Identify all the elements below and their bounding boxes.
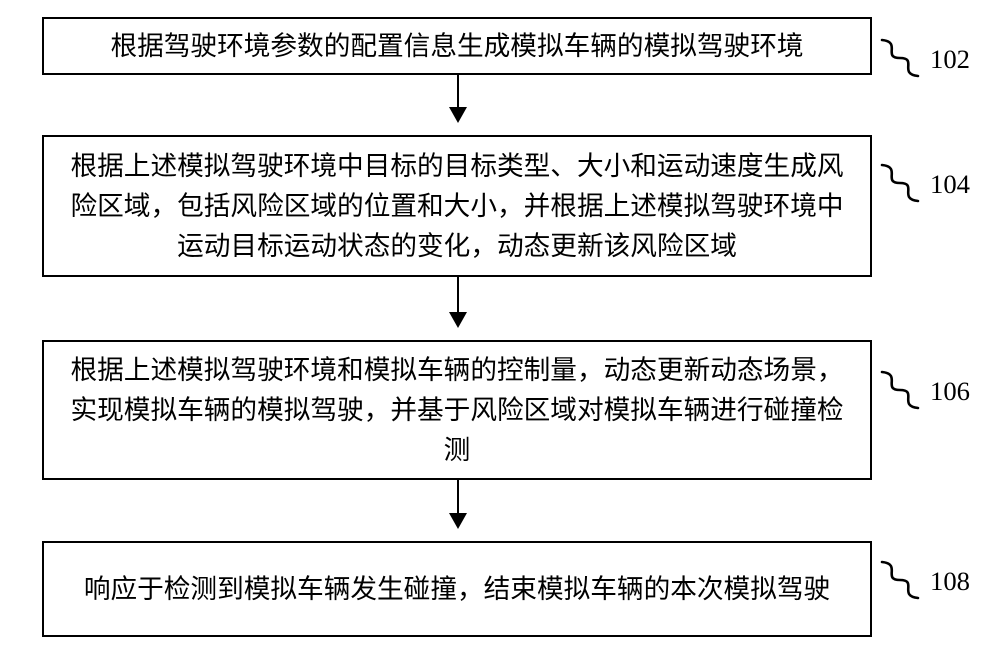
flowchart-canvas: 根据驾驶环境参数的配置信息生成模拟车辆的模拟驾驶环境 102 根据上述模拟驾驶环境中…: [0, 0, 1000, 649]
flowchart-step-step108: 响应于检测到模拟车辆发生碰撞，结束模拟车辆的本次模拟驾驶: [42, 541, 872, 637]
flowchart-step-text: 响应于检测到模拟车辆发生碰撞，结束模拟车辆的本次模拟驾驶: [62, 569, 852, 609]
connector-tilde: [878, 370, 922, 410]
flowchart-step-step106: 根据上述模拟驾驶环境和模拟车辆的控制量，动态更新动态场景，实现模拟车辆的模拟驾驶…: [42, 340, 872, 480]
flowchart-step-text: 根据上述模拟驾驶环境中目标的目标类型、大小和运动速度生成风险区域，包括风险区域的…: [62, 146, 852, 266]
flowchart-step-step104: 根据上述模拟驾驶环境中目标的目标类型、大小和运动速度生成风险区域，包括风险区域的…: [42, 135, 872, 277]
step-label-102: 102: [930, 44, 970, 75]
flowchart-step-text: 根据驾驶环境参数的配置信息生成模拟车辆的模拟驾驶环境: [62, 26, 852, 66]
step-label-106: 106: [930, 376, 970, 407]
step-label-104: 104: [930, 169, 970, 200]
connector-tilde: [878, 560, 922, 600]
flowchart-arrow: [457, 75, 459, 121]
flowchart-step-step102: 根据驾驶环境参数的配置信息生成模拟车辆的模拟驾驶环境: [42, 17, 872, 75]
flowchart-step-text: 根据上述模拟驾驶环境和模拟车辆的控制量，动态更新动态场景，实现模拟车辆的模拟驾驶…: [62, 350, 852, 470]
flowchart-arrow: [457, 277, 459, 326]
step-label-108: 108: [930, 566, 970, 597]
flowchart-arrow: [457, 480, 459, 527]
connector-tilde: [878, 38, 922, 78]
connector-tilde: [878, 163, 922, 203]
